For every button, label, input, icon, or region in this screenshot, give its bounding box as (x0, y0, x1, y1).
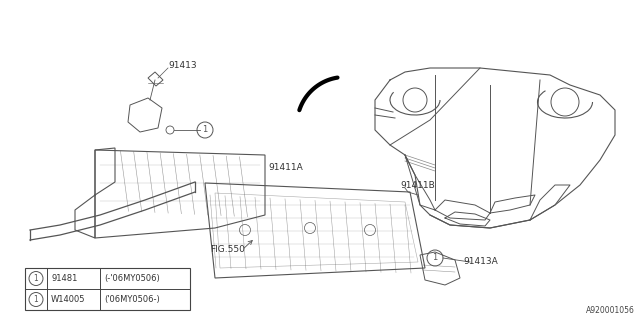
Text: 91411A: 91411A (268, 164, 303, 172)
Bar (25, 268, 190, 310)
Text: A920001056: A920001056 (586, 306, 635, 315)
Text: (-'06MY0506): (-'06MY0506) (104, 274, 160, 283)
Text: 91481: 91481 (51, 274, 77, 283)
Text: 1: 1 (34, 295, 38, 304)
Text: 91411B: 91411B (400, 180, 435, 189)
Text: 1: 1 (202, 125, 207, 134)
Text: 1: 1 (433, 253, 438, 262)
Text: 91413: 91413 (168, 60, 196, 69)
Text: ('06MY0506-): ('06MY0506-) (104, 295, 160, 304)
Text: 1: 1 (34, 274, 38, 283)
Text: W14005: W14005 (51, 295, 86, 304)
Text: 91413A: 91413A (463, 258, 498, 267)
Text: FIG.550: FIG.550 (210, 245, 245, 254)
